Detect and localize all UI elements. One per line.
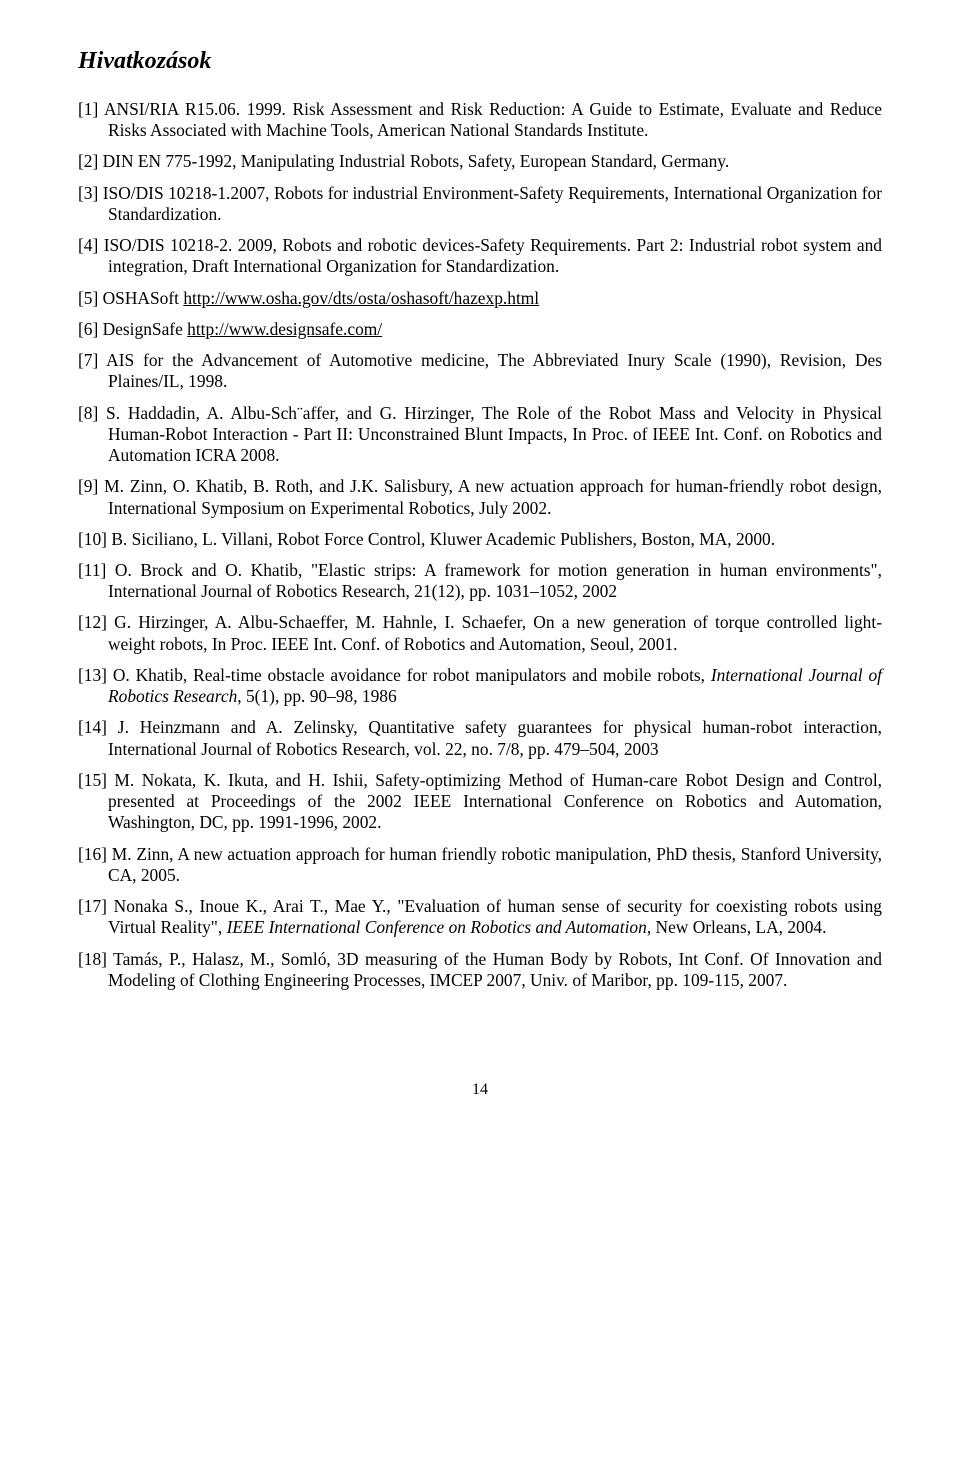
reference-item: [18] Tamás, P., Halasz, M., Somló, 3D me… xyxy=(78,949,882,991)
reference-item: [6] DesignSafe http://www.designsafe.com… xyxy=(78,319,882,340)
reference-text-italic: IEEE International Conference on Robotic… xyxy=(227,917,647,937)
reference-item: [16] M. Zinn, A new actuation approach f… xyxy=(78,844,882,886)
reference-item: [4] ISO/DIS 10218-2. 2009, Robots and ro… xyxy=(78,235,882,277)
reference-prefix: [5] OSHASoft xyxy=(78,288,183,308)
reference-item: [8] S. Haddadin, A. Albu-Sch¨affer, and … xyxy=(78,403,882,467)
reference-item: [14] J. Heinzmann and A. Zelinsky, Quant… xyxy=(78,717,882,759)
reference-item: [5] OSHASoft http://www.osha.gov/dts/ost… xyxy=(78,288,882,309)
reference-item: [12] G. Hirzinger, A. Albu-Schaeffer, M.… xyxy=(78,612,882,654)
reference-item: [7] AIS for the Advancement of Automotiv… xyxy=(78,350,882,392)
reference-link[interactable]: http://www.designsafe.com/ xyxy=(187,319,382,339)
reference-text-post: , New Orleans, LA, 2004. xyxy=(647,917,827,937)
reference-item: [17] Nonaka S., Inoue K., Arai T., Mae Y… xyxy=(78,896,882,938)
page-number: 14 xyxy=(78,1081,882,1099)
reference-item: [9] M. Zinn, O. Khatib, B. Roth, and J.K… xyxy=(78,476,882,518)
reference-item: [1] ANSI/RIA R15.06. 1999. Risk Assessme… xyxy=(78,99,882,141)
reference-item: [13] O. Khatib, Real-time obstacle avoid… xyxy=(78,665,882,707)
reference-prefix: [6] DesignSafe xyxy=(78,319,187,339)
reference-item: [3] ISO/DIS 10218-1.2007, Robots for ind… xyxy=(78,183,882,225)
reference-item: [2] DIN EN 775-1992, Manipulating Indust… xyxy=(78,151,882,172)
reference-link[interactable]: http://www.osha.gov/dts/osta/oshasoft/ha… xyxy=(183,288,539,308)
reference-item: [15] M. Nokata, K. Ikuta, and H. Ishii, … xyxy=(78,770,882,834)
reference-item: [11] O. Brock and O. Khatib, "Elastic st… xyxy=(78,560,882,602)
reference-text-pre: [13] O. Khatib, Real-time obstacle avoid… xyxy=(78,665,711,685)
reference-item: [10] B. Siciliano, L. Villani, Robot For… xyxy=(78,529,882,550)
page-container: Hivatkozások [1] ANSI/RIA R15.06. 1999. … xyxy=(0,0,960,1139)
references-heading: Hivatkozások xyxy=(78,48,882,75)
reference-text-post: , 5(1), pp. 90–98, 1986 xyxy=(237,686,396,706)
